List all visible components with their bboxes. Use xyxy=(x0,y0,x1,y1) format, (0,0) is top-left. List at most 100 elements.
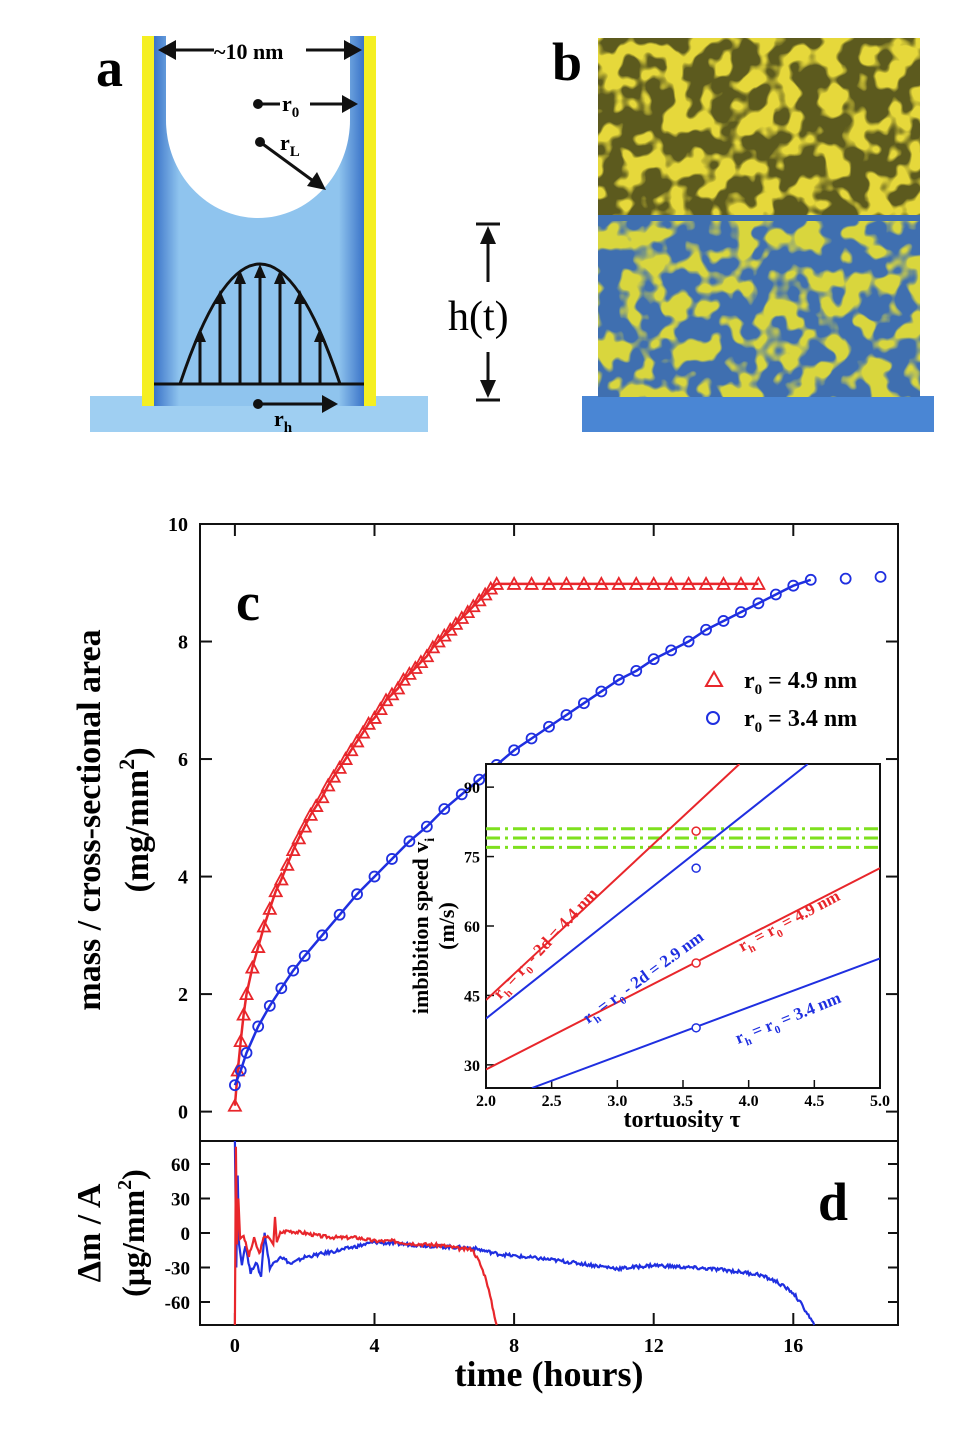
data-point-circle xyxy=(682,635,695,648)
panel-b-label: b xyxy=(552,32,582,92)
panel-d-ylabel: Δm / A xyxy=(71,1183,108,1282)
data-point-triangle xyxy=(262,901,278,915)
ytick-label-c: 2 xyxy=(178,984,188,1006)
data-point-circle xyxy=(403,835,416,848)
inset-xtick-label: 3.0 xyxy=(607,1093,627,1110)
data-point-triangle xyxy=(227,1097,243,1112)
data-point-circle xyxy=(560,709,573,721)
data-point-triangle xyxy=(576,576,592,590)
inset-marker xyxy=(691,826,701,836)
inset-series-line xyxy=(486,867,880,1071)
flow-profile xyxy=(154,262,364,386)
data-point-triangle xyxy=(314,789,330,804)
inset-ytick-label: 90 xyxy=(464,780,480,797)
panel-a-label: a xyxy=(96,38,123,98)
data-point-circle xyxy=(275,982,288,995)
inset-yunit: (m/s) xyxy=(434,902,459,950)
data-point-triangle xyxy=(506,576,522,590)
r0-arrow xyxy=(253,95,358,113)
width-label: ~10 nm xyxy=(214,39,284,64)
inset-ylabel: imbibition speed vi xyxy=(408,838,438,1014)
data-point-triangle xyxy=(698,576,714,590)
porous-wet xyxy=(598,215,920,397)
data-point-triangle xyxy=(541,576,557,590)
data-point-triangle xyxy=(611,576,627,590)
panel-d-xlabel: time (hours) xyxy=(455,1354,644,1394)
data-point-circle xyxy=(508,744,520,757)
data-point-triangle xyxy=(250,939,266,953)
data-point-triangle xyxy=(646,576,662,590)
height-label: h(t) xyxy=(448,294,509,340)
panel-d-yunit: (μg/mm2) xyxy=(114,1169,151,1297)
data-point-triangle xyxy=(419,648,435,663)
inset-ytick-label: 30 xyxy=(464,1058,480,1075)
data-point-triangle xyxy=(628,576,644,590)
data-point-circle xyxy=(240,1046,253,1059)
legend-label-r0-4.9: r0 = 4.9 nm xyxy=(744,668,857,698)
inset-series-line xyxy=(531,957,880,1088)
panel-c-axis: 0 2 4 6 8 10 xyxy=(168,514,898,1124)
ytick-label-c: 0 xyxy=(178,1102,188,1124)
data-point-triangle xyxy=(681,576,697,590)
data-point-triangle xyxy=(593,576,609,590)
data-point-triangle xyxy=(244,959,260,974)
data-point-triangle xyxy=(233,1033,249,1047)
xtick-label-d: 4 xyxy=(370,1335,380,1357)
data-point-triangle xyxy=(297,818,313,833)
inset-marker xyxy=(691,1023,701,1033)
inset-xtick-label: 2.0 xyxy=(476,1093,496,1110)
data-point-triangle xyxy=(750,576,766,590)
panel-c-label: c xyxy=(236,572,260,632)
xtick-label-d: 12 xyxy=(644,1335,664,1357)
residual-line-red xyxy=(233,1146,498,1326)
data-point-circle xyxy=(769,588,782,601)
rh-arrow xyxy=(253,395,338,413)
height-arrow xyxy=(476,222,500,402)
width-arrow xyxy=(158,40,362,60)
rh-label: rh xyxy=(274,406,293,436)
data-point-circle xyxy=(234,1064,247,1077)
panel-d-label: d xyxy=(818,1172,848,1232)
data-point-circle xyxy=(287,964,300,977)
xtick-label-d: 0 xyxy=(230,1335,240,1357)
data-point-circle xyxy=(647,653,660,666)
data-point-triangle xyxy=(338,751,354,765)
data-point-triangle xyxy=(273,871,289,886)
data-point-triangle xyxy=(236,1006,252,1021)
data-point-circle xyxy=(420,820,433,833)
data-point-circle xyxy=(252,1020,265,1033)
data-point-circle xyxy=(804,573,817,586)
ytick-label-d: -60 xyxy=(165,1293,190,1314)
inset-xtick-label: 2.5 xyxy=(542,1093,562,1110)
inset-xtick-label: 4.5 xyxy=(804,1093,824,1110)
inset-marker xyxy=(691,863,701,873)
inset-ytick-label: 60 xyxy=(464,919,480,936)
data-point-circle xyxy=(525,732,538,745)
data-point-circle xyxy=(298,950,311,962)
data-point-circle xyxy=(665,644,678,657)
panel-c-yunit: (mg/mm2) xyxy=(114,747,156,892)
data-point-circle xyxy=(473,773,486,786)
data-point-triangle xyxy=(372,701,388,715)
data-point-circle xyxy=(595,685,608,698)
data-point-circle xyxy=(368,870,381,883)
data-point-circle xyxy=(455,788,468,801)
data-point-circle xyxy=(438,803,451,815)
panel-d-axis: 0 4 8 12 16 60 30 0 -30 -60 xyxy=(165,1155,898,1357)
data-point-circle xyxy=(717,615,730,627)
rl-arrow xyxy=(255,137,326,190)
data-point-circle xyxy=(316,929,329,942)
ytick-label-c: 4 xyxy=(178,867,188,889)
inset-ytick-label: 45 xyxy=(464,988,480,1005)
data-point-triangle xyxy=(303,806,319,821)
inset-series-line xyxy=(486,764,809,1020)
data-point-circle xyxy=(630,665,643,677)
data-point-triangle xyxy=(320,777,336,792)
data-point-circle xyxy=(333,908,346,921)
data-point-circle xyxy=(543,720,555,733)
xtick-label-d: 16 xyxy=(783,1335,803,1357)
ytick-label-d: 0 xyxy=(181,1224,191,1245)
data-point-triangle xyxy=(489,576,505,590)
data-point-triangle xyxy=(558,576,574,590)
